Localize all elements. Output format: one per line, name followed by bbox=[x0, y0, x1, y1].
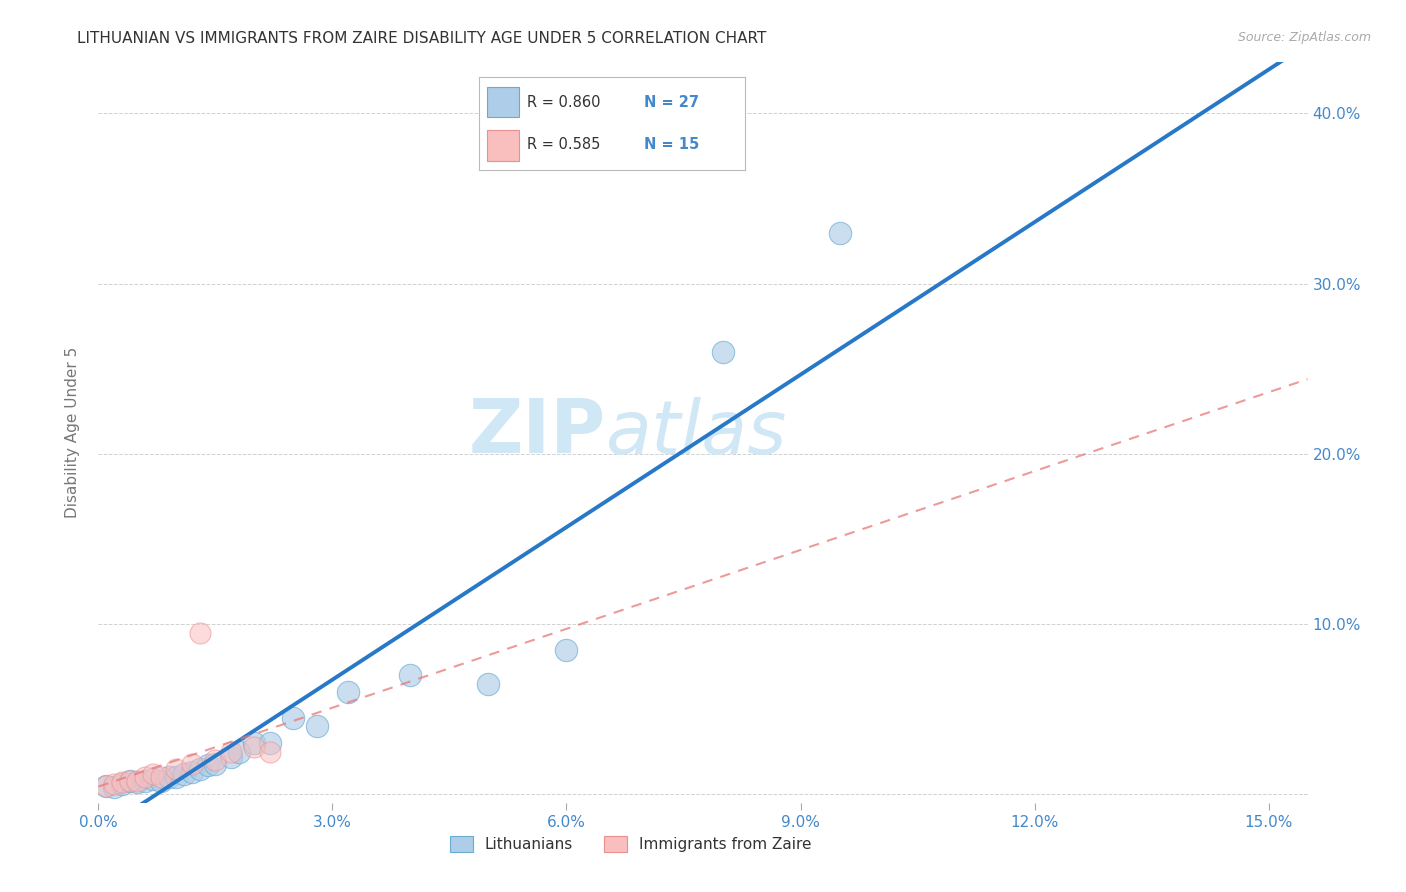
Point bbox=[181, 756, 204, 771]
Text: Source: ZipAtlas.com: Source: ZipAtlas.com bbox=[1237, 31, 1371, 45]
Point bbox=[259, 745, 281, 759]
Point bbox=[188, 625, 211, 640]
Point bbox=[134, 773, 156, 788]
Point bbox=[477, 676, 499, 690]
Point bbox=[188, 762, 211, 776]
Point bbox=[228, 745, 250, 759]
Point bbox=[142, 772, 165, 786]
Point bbox=[96, 779, 118, 793]
Point bbox=[197, 758, 219, 772]
Point bbox=[555, 642, 578, 657]
Legend: Lithuanians, Immigrants from Zaire: Lithuanians, Immigrants from Zaire bbox=[443, 830, 817, 858]
Point bbox=[149, 773, 172, 788]
Point bbox=[204, 756, 226, 771]
Point bbox=[243, 739, 266, 754]
Point bbox=[181, 765, 204, 780]
Point bbox=[337, 685, 360, 699]
Point bbox=[173, 767, 195, 781]
Point bbox=[711, 344, 734, 359]
Point bbox=[127, 775, 149, 789]
Point bbox=[134, 770, 156, 784]
Point bbox=[96, 779, 118, 793]
Point bbox=[157, 770, 180, 784]
Point bbox=[111, 775, 134, 789]
Text: LITHUANIAN VS IMMIGRANTS FROM ZAIRE DISABILITY AGE UNDER 5 CORRELATION CHART: LITHUANIAN VS IMMIGRANTS FROM ZAIRE DISA… bbox=[77, 31, 766, 46]
Point bbox=[204, 753, 226, 767]
Point bbox=[399, 668, 422, 682]
Point bbox=[828, 226, 851, 240]
Point bbox=[259, 736, 281, 750]
Text: ZIP: ZIP bbox=[470, 396, 606, 469]
Point bbox=[305, 719, 328, 733]
Point bbox=[149, 770, 172, 784]
Point bbox=[118, 773, 141, 788]
Point bbox=[165, 762, 187, 776]
Point bbox=[142, 767, 165, 781]
Point bbox=[165, 770, 187, 784]
Point bbox=[103, 777, 125, 791]
Y-axis label: Disability Age Under 5: Disability Age Under 5 bbox=[65, 347, 80, 518]
Point bbox=[127, 773, 149, 788]
Point bbox=[118, 773, 141, 788]
Text: atlas: atlas bbox=[606, 397, 787, 468]
Point bbox=[283, 711, 305, 725]
Point bbox=[243, 736, 266, 750]
Point bbox=[111, 777, 134, 791]
Point bbox=[103, 780, 125, 795]
Point bbox=[219, 749, 242, 764]
Point bbox=[219, 745, 242, 759]
